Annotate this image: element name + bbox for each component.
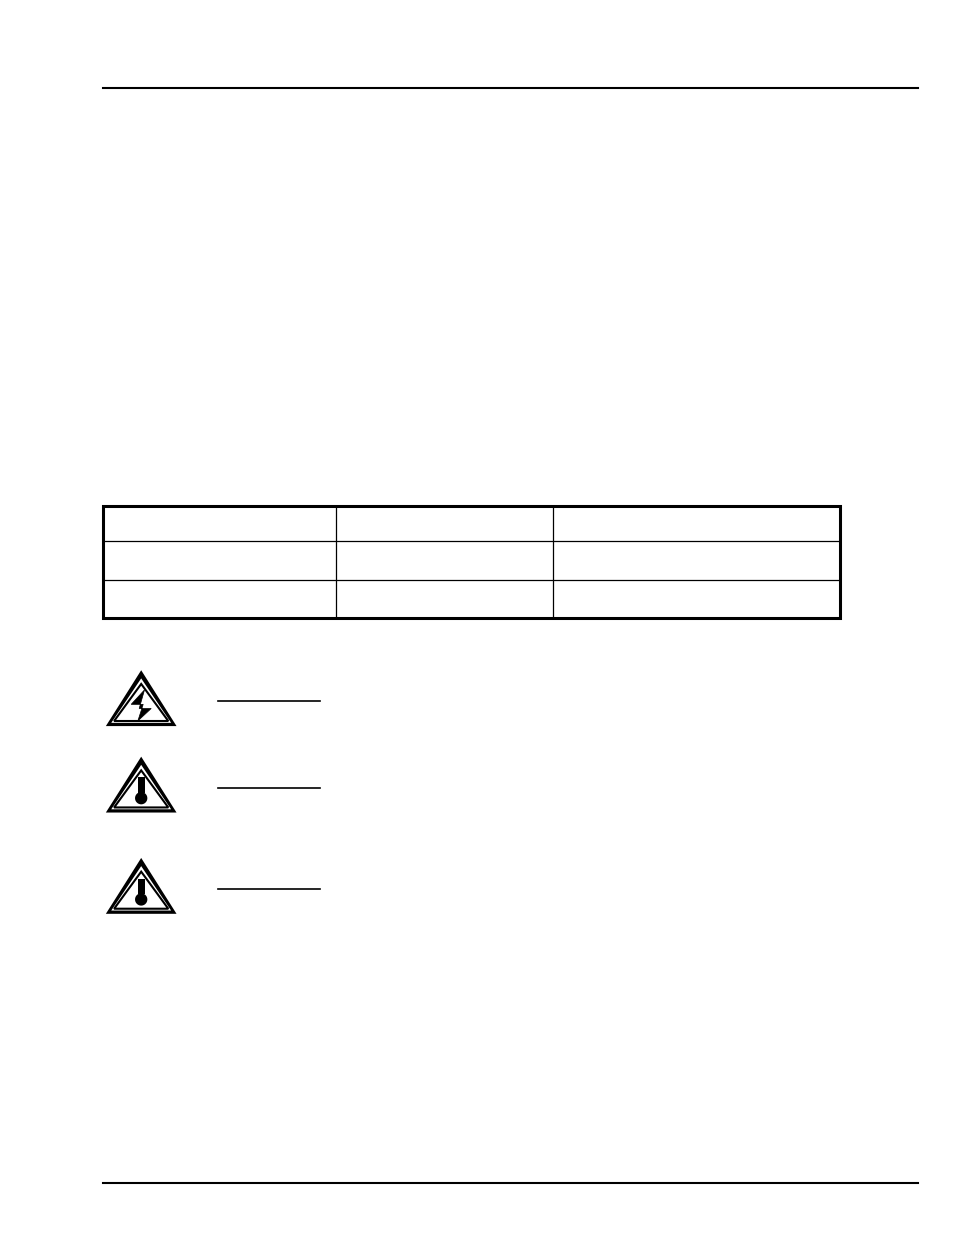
- Polygon shape: [114, 771, 168, 808]
- Bar: [103, 506, 839, 618]
- Polygon shape: [131, 690, 151, 721]
- Polygon shape: [112, 678, 171, 722]
- Polygon shape: [137, 879, 145, 894]
- Polygon shape: [135, 792, 147, 804]
- Polygon shape: [137, 778, 145, 793]
- Polygon shape: [135, 893, 147, 905]
- Polygon shape: [112, 764, 171, 809]
- Polygon shape: [109, 760, 173, 811]
- Polygon shape: [114, 872, 168, 909]
- Polygon shape: [114, 684, 168, 721]
- Polygon shape: [112, 866, 171, 910]
- Polygon shape: [109, 673, 173, 725]
- Polygon shape: [109, 861, 173, 913]
